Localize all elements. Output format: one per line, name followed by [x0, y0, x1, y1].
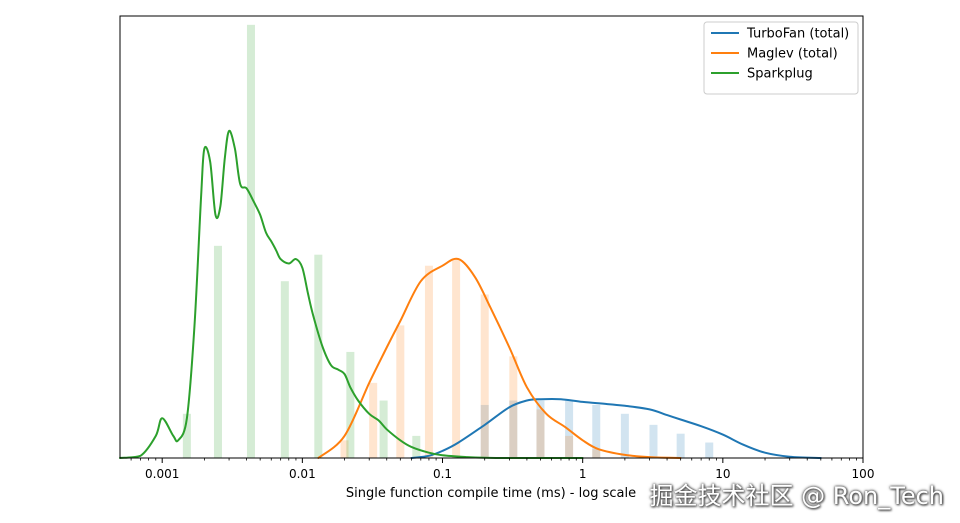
bar-sparkplug-2 — [246, 24, 255, 459]
bar-turbofan-total-8 — [705, 442, 714, 458]
legend: TurboFan (total) Maglev (total) Sparkplug — [703, 21, 859, 95]
bar-sparkplug-6 — [379, 400, 388, 458]
bar-turbofan-total-2 — [536, 400, 545, 458]
bar-maglev-total-6 — [509, 356, 518, 458]
bar-maglev-total-1 — [369, 382, 378, 458]
line-turbofan-total — [410, 397, 822, 459]
legend-label: TurboFan (total) — [746, 27, 849, 42]
bar-turbofan-total-0 — [480, 404, 489, 458]
bar-maglev-total-8 — [565, 435, 574, 458]
bar-maglev-total-0 — [340, 440, 349, 458]
bar-maglev-total-3 — [424, 265, 433, 458]
bar-maglev-total-2 — [396, 325, 405, 458]
bar-turbofan-total-1 — [509, 400, 518, 458]
legend-box — [703, 21, 859, 95]
x-tick-label: 0.01 — [289, 467, 316, 481]
legend-label: Sparkplug — [747, 67, 813, 82]
bar-sparkplug-5 — [346, 351, 355, 458]
x-tick-label: 0.001 — [145, 467, 179, 481]
x-tick-label: 1 — [579, 467, 587, 481]
x-tick-label: 10 — [715, 467, 730, 481]
bar-turbofan-total-6 — [649, 424, 658, 458]
bar-sparkplug-4 — [314, 254, 323, 458]
x-axis-label: Single function compile time (ms) - log … — [346, 486, 636, 501]
bar-turbofan-total-4 — [592, 404, 601, 458]
bar-turbofan-total-7 — [676, 433, 685, 458]
bar-maglev-total-4 — [452, 259, 461, 458]
x-tick-label: 100 — [852, 467, 875, 481]
bar-sparkplug-3 — [280, 281, 289, 458]
legend-label: Maglev (total) — [747, 47, 838, 62]
bar-maglev-total-7 — [536, 409, 545, 458]
x-axis-ticks: 0.001 0.01 0.1 1 10 100 — [130, 458, 875, 481]
density-lines — [119, 129, 822, 459]
axes-frame — [119, 15, 864, 459]
bar-sparkplug-7 — [412, 435, 421, 458]
bar-sparkplug-1 — [213, 245, 222, 458]
histogram-bars — [182, 24, 714, 459]
watermark: 掘金技术社区 @ Ron_Tech — [649, 482, 944, 510]
line-maglev-total — [317, 257, 682, 459]
x-tick-label: 0.1 — [433, 467, 452, 481]
bar-maglev-total-5 — [480, 294, 489, 458]
bar-turbofan-total-5 — [620, 413, 629, 458]
line-sparkplug — [119, 129, 584, 459]
bar-sparkplug-0 — [182, 413, 191, 458]
bar-maglev-total-9 — [592, 449, 601, 458]
